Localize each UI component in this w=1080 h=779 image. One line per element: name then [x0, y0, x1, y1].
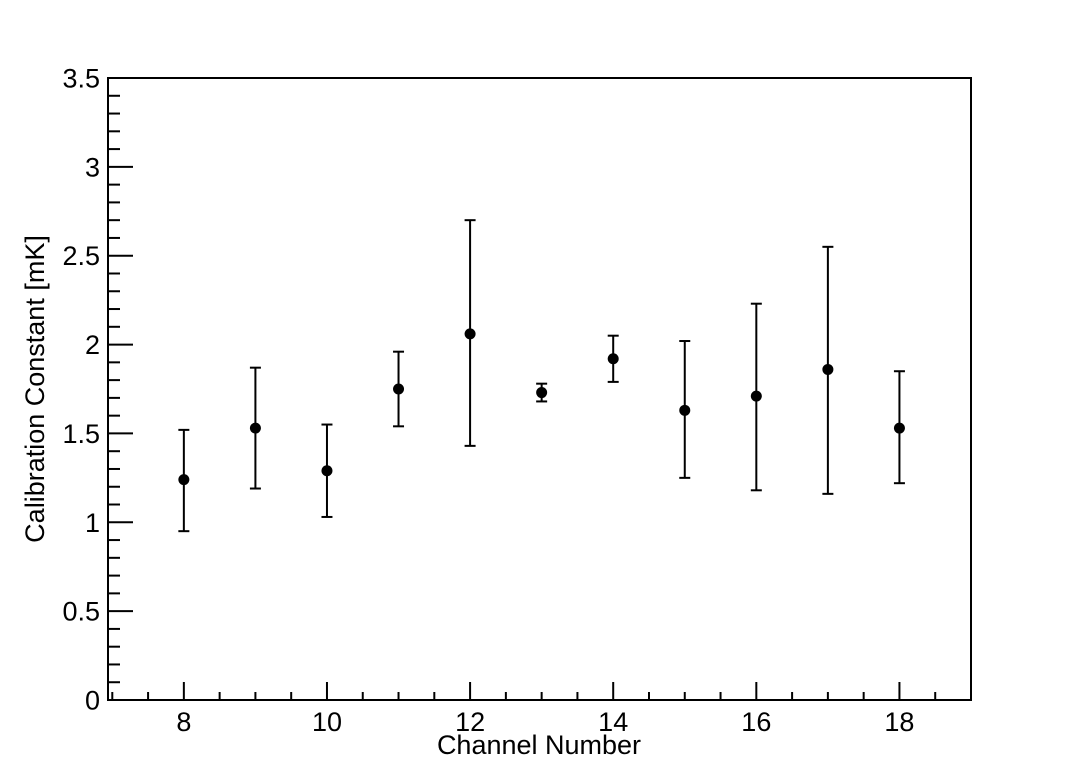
data-series-layer: [178, 219, 905, 533]
y-axis-tick-label: 1: [85, 508, 100, 538]
x-axis-title: Channel Number: [437, 730, 641, 760]
x-axis-tick-label: 8: [176, 707, 191, 737]
axis-tick-layer: 8 10 12 14 16 18 0 0.5 1 1.5 2 2.5 3 3.5: [62, 64, 937, 737]
y-axis-tick-label: 3.5: [62, 64, 100, 94]
plot-frame-layer: [107, 77, 972, 701]
data-point-marker: [893, 422, 905, 434]
data-point-marker: [607, 353, 619, 365]
y-axis-tick-label: 2: [85, 330, 100, 360]
y-axis-tick-label: 0: [85, 686, 100, 716]
data-point-marker: [822, 363, 834, 375]
x-axis-tick-label: 16: [741, 707, 771, 737]
data-point-marker: [679, 404, 691, 416]
y-axis-tick-label: 2.5: [62, 241, 100, 271]
y-axis-tick-label: 1.5: [62, 419, 100, 449]
data-point-marker: [321, 465, 333, 477]
data-point-marker: [750, 390, 762, 402]
data-point-marker: [249, 422, 261, 434]
data-point-marker: [393, 383, 405, 395]
x-axis-tick-label: 14: [598, 707, 628, 737]
data-point-marker: [178, 474, 190, 486]
y-axis-title: Calibration Constant [mK]: [20, 235, 50, 543]
data-point-marker: [536, 387, 548, 399]
plot-frame: [107, 77, 972, 701]
data-point-marker: [464, 328, 476, 340]
x-axis-tick-label: 12: [455, 707, 485, 737]
y-axis-tick-label: 3: [85, 152, 100, 182]
x-axis-tick-label: 18: [884, 707, 914, 737]
y-axis-tick-label: 0.5: [62, 597, 100, 627]
x-axis-tick-label: 10: [312, 707, 342, 737]
